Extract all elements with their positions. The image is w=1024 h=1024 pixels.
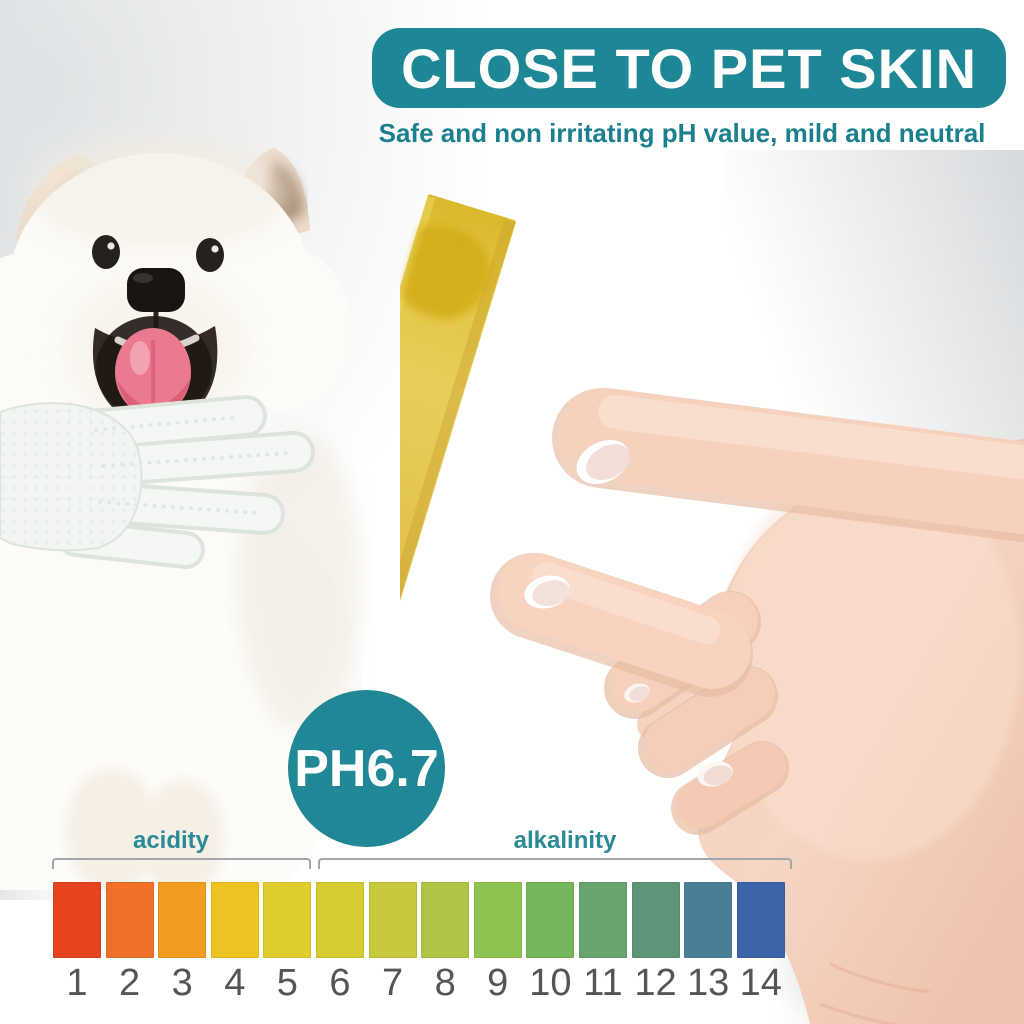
- ph-box-2: [105, 882, 154, 958]
- ph-box-11: [578, 882, 627, 958]
- ph-box-8: [421, 882, 470, 958]
- ph-box-5: [263, 882, 312, 958]
- puppy-illustration: [0, 134, 363, 890]
- ph-box-9: [473, 882, 522, 958]
- ph-scale-numbers: 1 2 3 4 5 6 7 8 9 10 11 12 13 14: [53, 962, 785, 1004]
- ph-box-4: [210, 882, 259, 958]
- thumbnail: [524, 575, 570, 609]
- ph-number-6: 6: [329, 962, 351, 1004]
- ph-value-badge: PH6.7: [288, 690, 445, 847]
- dog-left-eye: [92, 235, 120, 269]
- ph-scale-boxes: [53, 882, 785, 958]
- ph-number-7: 7: [381, 962, 404, 1004]
- ph-scale: acidity alkalinity 1 2 3 4 5 6 7 8 9 10 11 12 13 14: [0, 826, 1024, 1024]
- ph-number-9: 9: [487, 962, 509, 1004]
- strip-wet-spot: [401, 225, 491, 320]
- alkalinity-label: alkalinity: [513, 827, 617, 854]
- thumb: [490, 553, 753, 697]
- hand-illustration: [400, 194, 1024, 1024]
- ph-number-4: 4: [224, 962, 246, 1004]
- ph-box-13: [684, 882, 733, 958]
- pinky-finger: [677, 742, 786, 828]
- ph-number-10: 10: [529, 962, 572, 1004]
- ph-number-12: 12: [634, 962, 677, 1004]
- ph-box-3: [158, 882, 207, 958]
- ph-number-11: 11: [583, 962, 623, 1004]
- ph-number-2: 2: [119, 962, 141, 1004]
- ph-box-6: [315, 882, 364, 958]
- ph-box-14: [736, 882, 785, 958]
- ph-value-text: PH6.7: [294, 739, 439, 798]
- grooming-glove: [0, 395, 315, 569]
- ph-number-13: 13: [686, 962, 730, 1004]
- acidity-label: acidity: [132, 827, 210, 854]
- header-banner: CLOSE TO PET SKIN: [372, 28, 1006, 108]
- index-fingernail: [576, 439, 631, 485]
- dog-nose: [127, 268, 185, 312]
- index-finger: [552, 388, 1024, 542]
- header-title: CLOSE TO PET SKIN: [400, 36, 978, 100]
- hand-palm: [637, 438, 1024, 1024]
- alkalinity-bracket: [318, 858, 792, 869]
- pinky-fingernail: [697, 761, 733, 787]
- ring-finger: [644, 667, 775, 771]
- middle-fingernail: [624, 683, 650, 703]
- ph-number-1: 1: [66, 962, 88, 1004]
- dog-right-eye: [196, 238, 224, 272]
- ph-number-5: 5: [276, 962, 298, 1004]
- acidity-bracket: [52, 858, 311, 869]
- ph-box-7: [368, 882, 417, 958]
- ph-test-strip: [400, 194, 516, 663]
- ph-box-12: [631, 882, 680, 958]
- ph-box-10: [526, 882, 575, 958]
- dog-head-shading: [30, 134, 290, 250]
- dog-paw-right: [140, 780, 224, 890]
- ph-number-8: 8: [434, 962, 456, 1004]
- ph-number-3: 3: [171, 962, 193, 1004]
- ph-box-1: [53, 882, 101, 958]
- wrist-creases: [819, 962, 931, 1024]
- header-subtitle: Safe and non irritating pH value, mild a…: [378, 118, 986, 148]
- ph-number-14: 14: [739, 962, 782, 1004]
